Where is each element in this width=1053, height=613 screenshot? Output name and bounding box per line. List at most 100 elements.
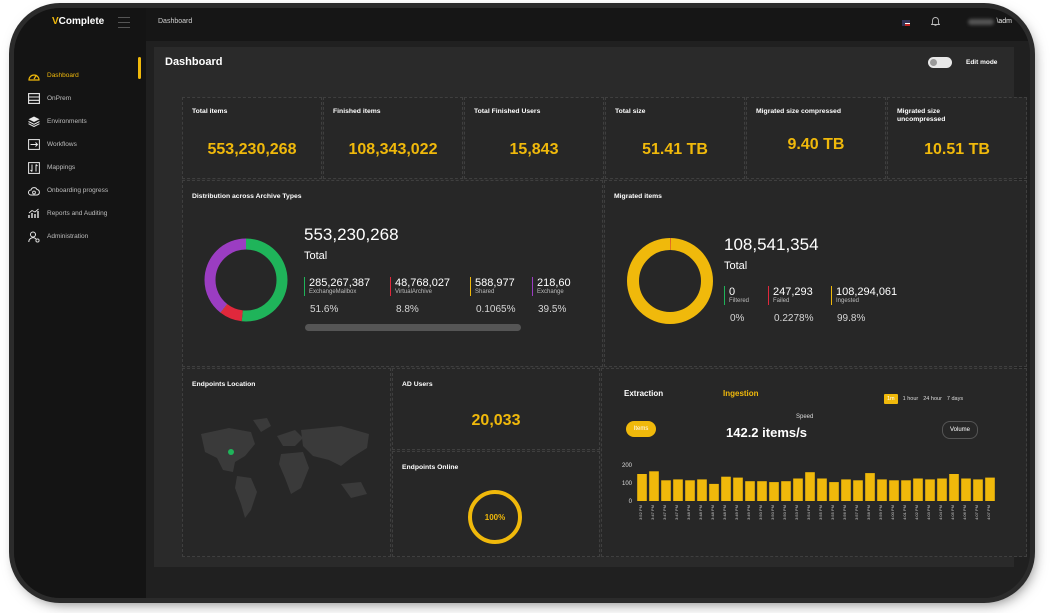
sidebar-item-mappings[interactable]: Mappings <box>28 156 146 179</box>
edit-mode-toggle[interactable] <box>928 57 952 68</box>
range-7days[interactable]: 7 days <box>946 395 964 402</box>
x-tick-label: 3:57 PM <box>854 505 859 520</box>
ad-users-card: AD Users 20,033 <box>392 368 600 450</box>
x-tick-label: 3:50 PM <box>770 505 775 520</box>
card-title: Endpoints Online <box>402 464 459 471</box>
sidebar-item-workflows[interactable]: Workflows <box>28 133 146 156</box>
kpi-value: 15,843 <box>509 141 559 158</box>
stat-label: Shared <box>475 289 495 295</box>
kpi-value: 9.40 TB <box>787 136 845 153</box>
endpoint-location-marker <box>228 449 234 455</box>
x-tick-label: 3:48 PM <box>686 505 691 520</box>
endpoints-location-card: Endpoints Location <box>182 368 391 557</box>
range-1m[interactable]: 1m <box>884 393 898 404</box>
distribution-total-label: Total <box>304 250 328 262</box>
stat-virtual-archive: 48,768,027 VirtualArchive <box>390 277 450 296</box>
x-tick-label: 3:52 PM <box>638 505 643 520</box>
cloud-progress-icon <box>28 185 40 197</box>
stat-percent: 0.2278% <box>774 313 814 324</box>
sidebar-item-label: Reports and Auditing <box>47 210 108 217</box>
page-title: Dashboard <box>165 56 223 68</box>
range-1hour[interactable]: 1 hour <box>902 395 919 402</box>
sidebar-item-onprem[interactable]: OnPrem <box>28 87 146 110</box>
bar-3 <box>673 479 683 501</box>
stat-percent: 39.5% <box>538 304 567 315</box>
stat-label: ExchangeMailbox <box>309 289 357 295</box>
user-menu[interactable]: \adm <box>968 18 1012 25</box>
x-tick-label: 3:48 PM <box>722 505 727 520</box>
admin-user-icon <box>28 231 40 243</box>
x-tick-label: 3:50 PM <box>758 505 763 520</box>
mapping-icon <box>28 161 40 174</box>
endpoints-online-gauge: 100% <box>468 490 522 544</box>
tab-ingestion[interactable]: Ingestion <box>723 389 759 398</box>
migrated-card: Migrated items 108,541,354 Total 0 Filte… <box>604 180 1027 367</box>
card-title: Endpoints Location <box>192 381 256 388</box>
topbar: Dashboard \adm <box>146 8 1030 41</box>
volume-button[interactable]: Volume <box>942 421 978 439</box>
bar-21 <box>889 480 899 501</box>
stat-value: 247,293 <box>773 286 813 298</box>
x-tick-label: 4:04 PM <box>938 505 943 520</box>
y-tick-label: 200 <box>622 463 633 469</box>
distribution-total: 553,230,268 <box>304 225 399 244</box>
x-tick-label: 4:00 PM <box>890 505 895 520</box>
bar-20 <box>877 479 887 501</box>
report-chart-icon <box>28 208 40 220</box>
kpi-migrated-uncompressed: Migrated size uncompressed 10.51 TB <box>887 97 1027 179</box>
bar-6 <box>709 483 719 501</box>
x-tick-label: 3:53 PM <box>794 505 799 520</box>
speed-label: Speed <box>796 414 814 420</box>
x-tick-label: 3:55 PM <box>818 505 823 520</box>
brand-logo: VComplete <box>52 16 105 27</box>
sidebar-item-dashboard[interactable]: Dashboard <box>28 64 146 87</box>
card-title: Migrated items <box>614 193 662 200</box>
x-tick-label: 4:05 PM <box>950 505 955 520</box>
x-tick-label: 3:49 PM <box>746 505 751 520</box>
tab-extraction[interactable]: Extraction <box>624 389 664 398</box>
bar-2 <box>661 480 671 501</box>
breadcrumb[interactable]: Dashboard <box>158 18 193 25</box>
x-tick-label: 4:02 PM <box>914 505 919 520</box>
x-tick-label: 3:49 PM <box>734 505 739 520</box>
main-area: Dashboard Edit mode Total items 553,230,… <box>146 41 1030 598</box>
x-tick-label: 3:47 PM <box>650 505 655 520</box>
bar-25 <box>937 478 947 501</box>
range-24hour[interactable]: 24 hour <box>923 395 942 402</box>
kpi-label: Total items <box>192 108 228 115</box>
sidebar-item-administration[interactable]: Administration <box>28 225 146 248</box>
x-tick-label: 3:47 PM <box>662 505 667 520</box>
x-tick-label: 4:01 PM <box>902 505 907 520</box>
throughput-card: Extraction Ingestion 1m 1 hour 24 hour 7… <box>601 368 1027 557</box>
x-tick-label: 3:58 PM <box>866 505 871 520</box>
stat-failed: 247,293 Failed <box>768 286 813 305</box>
sidebar: VComplete Dashboard OnPrem Environments … <box>14 8 146 598</box>
bar-16 <box>829 482 839 501</box>
items-button[interactable]: Items <box>626 421 656 437</box>
endpoints-online-value: 100% <box>485 513 505 522</box>
bell-icon[interactable] <box>930 16 941 28</box>
stat-ingested: 108,294,061 Ingested <box>831 286 897 305</box>
sidebar-item-label: Environments <box>47 118 87 125</box>
kpi-total-size: Total size 51.41 TB <box>605 97 745 179</box>
sidebar-item-reports[interactable]: Reports and Auditing <box>28 202 146 225</box>
stat-value: 108,294,061 <box>836 286 898 298</box>
hamburger-menu-icon[interactable] <box>118 17 130 28</box>
world-map[interactable] <box>191 414 381 524</box>
redacted-username <box>968 18 995 25</box>
sidebar-item-environments[interactable]: Environments <box>28 110 146 133</box>
stat-value: 48,768,027 <box>395 277 451 289</box>
kpi-label: Total size <box>615 108 646 115</box>
kpi-label: Total Finished Users <box>474 108 541 115</box>
x-tick-label: 4:07 PM <box>974 505 979 520</box>
bar-27 <box>961 478 971 501</box>
speed-value: 142.2 items/s <box>726 425 807 440</box>
x-tick-label: 3:59 PM <box>878 505 883 520</box>
bar-13 <box>793 478 803 501</box>
sidebar-item-onboarding[interactable]: Onboarding progress <box>28 179 146 202</box>
us-flag-icon[interactable] <box>902 20 910 26</box>
x-tick-label: 3:48 PM <box>698 505 703 520</box>
bar-28 <box>973 479 983 501</box>
stat-exchange-mailbox: 285,267,387 ExchangeMailbox <box>304 277 370 296</box>
stat-percent: 8.8% <box>396 304 419 315</box>
